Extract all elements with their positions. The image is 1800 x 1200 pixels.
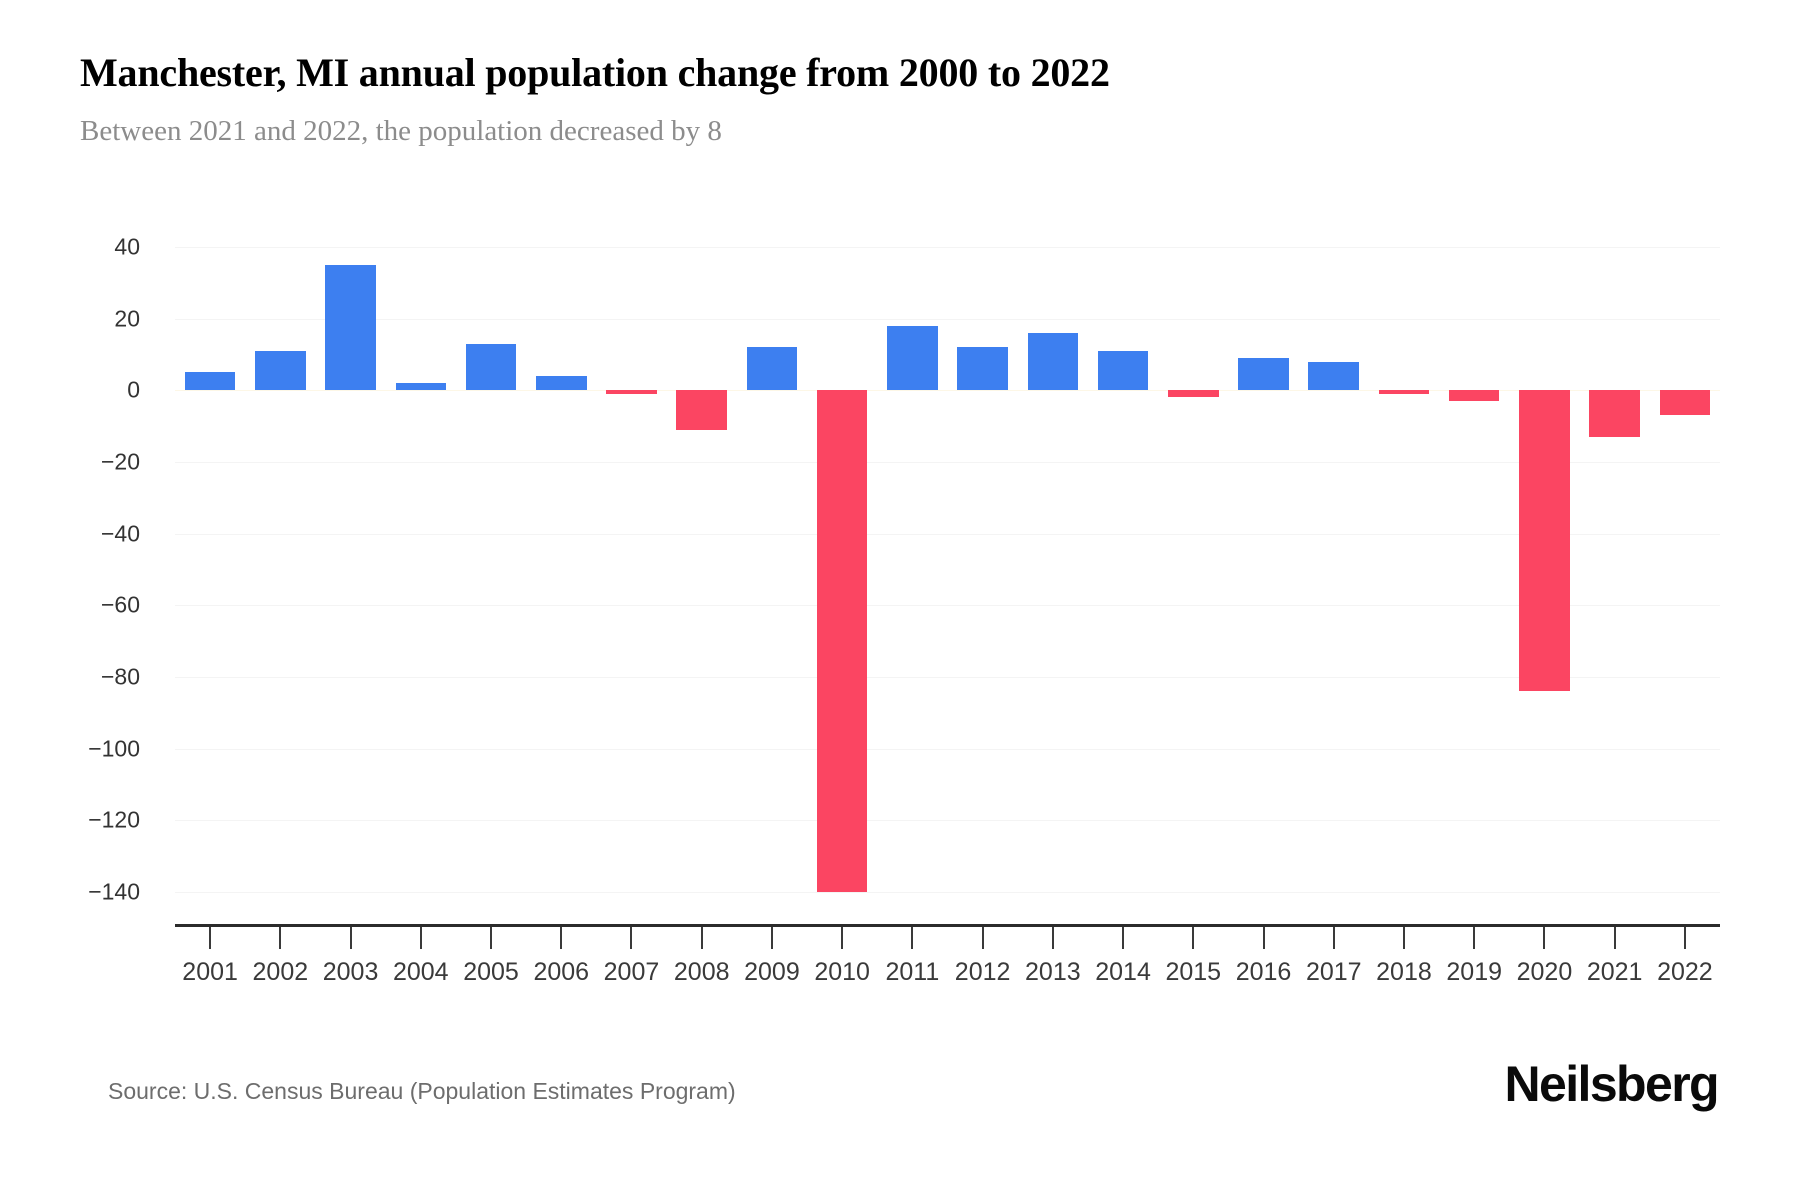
bar[interactable] [255, 350, 306, 391]
x-axis-tick-label: 2012 [954, 958, 1011, 986]
gridline [175, 748, 1720, 750]
x-axis-tick-label: 2021 [1586, 958, 1643, 986]
y-axis-tick-label: 20 [114, 305, 140, 332]
zero-line [175, 390, 1720, 392]
x-axis-tick [279, 927, 282, 949]
bar[interactable] [816, 390, 868, 892]
x-axis-tick-label: 2017 [1305, 958, 1362, 986]
y-axis-tick-label: −40 [100, 520, 140, 547]
bar[interactable] [1659, 390, 1711, 416]
bar[interactable] [1238, 358, 1289, 391]
x-axis-tick [1683, 927, 1686, 949]
plot-gridlines [175, 247, 1720, 893]
y-axis-tick-label: −100 [88, 735, 140, 762]
x-axis-tick-label: 2022 [1657, 958, 1713, 986]
x-axis-tick [1051, 927, 1054, 949]
x-axis-tick-label: 2006 [533, 958, 590, 986]
y-axis-labels: 40 20 0 −20 −40 −60 −80 −100 −120 −140 [0, 234, 160, 905]
y-axis-tick-label: −80 [100, 663, 140, 690]
bar[interactable] [1519, 390, 1570, 692]
x-axis-tick [1543, 927, 1546, 949]
bar[interactable] [1168, 390, 1219, 398]
gridline [175, 247, 1720, 248]
x-axis-tick-label: 2014 [1095, 958, 1151, 986]
x-axis-tick [770, 927, 773, 949]
page-title: Manchester, MI annual population change … [80, 50, 1110, 95]
x-axis-ticks [175, 927, 1720, 949]
x-axis-tick [419, 927, 422, 949]
bar[interactable] [1589, 390, 1640, 437]
x-axis-tick-label: 2018 [1376, 958, 1432, 986]
x-axis-tick-label: 2020 [1516, 958, 1573, 986]
x-axis-tick [700, 927, 703, 949]
x-axis-tick [1402, 927, 1405, 949]
brand-logo: Neilsberg [1504, 1056, 1720, 1112]
y-axis-tick-label: 0 [127, 376, 140, 403]
bar[interactable] [395, 383, 447, 391]
y-axis-tick-label: 40 [114, 233, 140, 260]
y-axis-tick-label: −60 [100, 591, 140, 618]
bar[interactable] [325, 264, 376, 391]
x-axis-tick-label: 2015 [1165, 958, 1222, 986]
x-axis-tick [1473, 927, 1476, 949]
bar-series [175, 247, 1720, 892]
x-axis-tick [1613, 927, 1616, 949]
bar[interactable] [535, 376, 587, 391]
chart-subtitle: Between 2021 and 2022, the population de… [80, 115, 722, 147]
bar[interactable] [957, 347, 1008, 391]
x-axis-tick [349, 927, 352, 949]
x-axis-tick-label: 2007 [603, 958, 660, 986]
x-axis-tick-label: 2011 [885, 958, 940, 986]
x-axis-line [175, 924, 1720, 927]
bar[interactable] [887, 325, 938, 391]
y-axis-tick-label: −140 [88, 878, 140, 905]
bar[interactable] [184, 372, 236, 391]
bar[interactable] [1027, 333, 1079, 391]
x-axis-tick [1122, 927, 1125, 949]
x-axis-tick [1262, 927, 1265, 949]
gridline [175, 462, 1720, 463]
y-axis-tick-label: −20 [100, 448, 140, 475]
bar[interactable] [1378, 390, 1430, 394]
bar[interactable] [676, 390, 727, 430]
bar[interactable] [746, 347, 798, 391]
x-axis-tick [841, 927, 844, 949]
x-axis-tick [911, 927, 914, 949]
x-axis-tick [560, 927, 563, 949]
x-axis-tick-label: 2005 [463, 958, 519, 986]
x-axis-tick-label: 2016 [1235, 958, 1292, 986]
x-axis-tick-label: 2010 [814, 958, 870, 986]
gridline [175, 318, 1720, 320]
x-axis-tick-label: 2013 [1025, 958, 1081, 986]
bar[interactable] [465, 343, 517, 391]
x-axis-labels: 2001 2002 2003 2004 2005 2006 2007 2008 2009 2010… [175, 958, 1720, 998]
x-axis-tick [1332, 927, 1335, 949]
x-axis-tick-label: 2001 [182, 958, 238, 986]
chart-header: Manchester, MI annual population change … [80, 48, 1720, 150]
gridline [175, 605, 1720, 607]
x-axis-tick-label: 2008 [673, 958, 730, 986]
gridline [175, 820, 1720, 822]
source-note: Source: U.S. Census Bureau (Population E… [108, 1078, 736, 1104]
gridline [175, 677, 1720, 678]
bar[interactable] [1097, 350, 1149, 391]
x-axis-tick-label: 2009 [744, 958, 800, 986]
x-axis-tick-label: 2004 [392, 958, 449, 986]
gridline [175, 533, 1720, 535]
x-axis-tick [630, 927, 633, 949]
gridline [175, 892, 1720, 893]
x-axis-tick-label: 2019 [1446, 958, 1503, 986]
x-axis-tick-label: 2002 [252, 958, 309, 986]
x-axis-tick [981, 927, 984, 949]
bar[interactable] [1448, 390, 1500, 402]
x-axis-tick-label: 2003 [322, 958, 379, 986]
x-axis-tick [209, 927, 212, 949]
x-axis-tick [490, 927, 493, 949]
y-axis-tick-label: −120 [88, 806, 140, 833]
bar[interactable] [606, 390, 657, 394]
x-axis-tick [1192, 927, 1195, 949]
bar[interactable] [1308, 361, 1360, 391]
